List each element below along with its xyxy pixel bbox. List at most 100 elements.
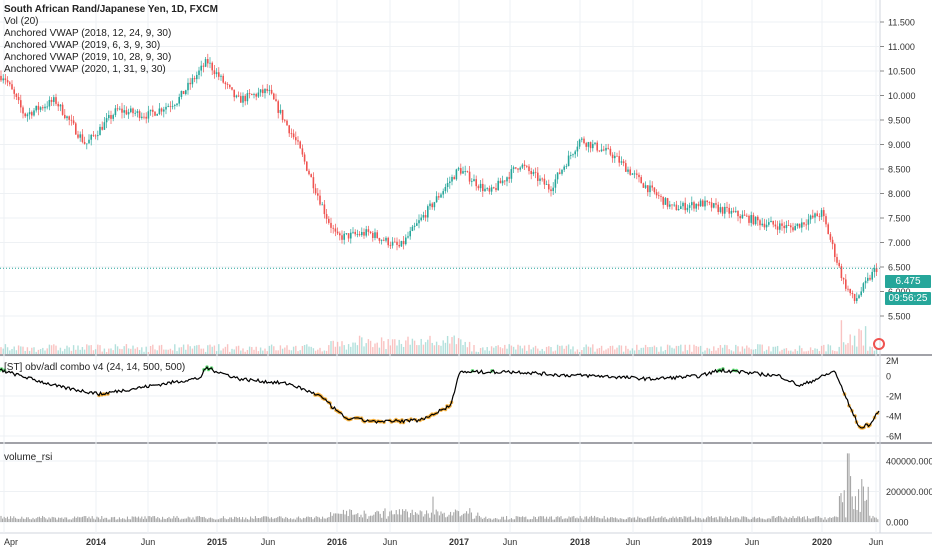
candle-body bbox=[713, 203, 715, 208]
candle-body bbox=[515, 167, 517, 169]
volume-bar bbox=[598, 347, 601, 354]
volume-bar bbox=[779, 351, 781, 354]
rsi-bar bbox=[275, 517, 277, 522]
candle-body bbox=[715, 203, 717, 205]
volume-bar bbox=[110, 348, 112, 354]
rsi-bar bbox=[840, 493, 842, 522]
volume-bar bbox=[33, 347, 35, 354]
candle-body bbox=[145, 116, 147, 119]
indicator-vwap-4[interactable]: Anchored VWAP (2020, 1, 31, 9, 30) bbox=[4, 64, 166, 75]
candle-body bbox=[631, 173, 634, 175]
rsi-bar bbox=[26, 517, 28, 522]
candle-body bbox=[103, 122, 106, 130]
volume-bar bbox=[838, 346, 840, 354]
candle-body bbox=[446, 183, 449, 187]
rsi-bar bbox=[290, 518, 292, 522]
candle-body bbox=[827, 224, 829, 235]
alert-circle-icon[interactable] bbox=[873, 338, 885, 350]
rsi-bar bbox=[418, 514, 420, 522]
rsi-bar bbox=[448, 514, 450, 522]
symbol-title[interactable]: South African Rand/Japanese Yen, 1D, FXC… bbox=[4, 4, 218, 15]
rsi-bar bbox=[707, 516, 709, 522]
volume-bar bbox=[552, 351, 554, 354]
rsi-bar bbox=[502, 516, 504, 522]
price-candles bbox=[0, 53, 878, 304]
rsi-bar bbox=[350, 510, 352, 522]
volume-bar bbox=[196, 345, 198, 354]
candle-body bbox=[347, 233, 350, 239]
candle-body bbox=[636, 173, 638, 175]
rsi-pane-label[interactable]: volume_rsi bbox=[4, 452, 53, 463]
rsi-bar bbox=[192, 517, 194, 522]
rsi-bar bbox=[539, 515, 541, 522]
volume-bar bbox=[264, 348, 266, 354]
volume-bar bbox=[449, 343, 451, 354]
obv-pane-label[interactable]: [ST] obv/adl combo v4 (24, 14, 500, 500) bbox=[4, 362, 186, 373]
volume-bar bbox=[644, 344, 647, 354]
candle-body bbox=[671, 204, 673, 206]
candle-body bbox=[119, 108, 121, 110]
volume-bar bbox=[35, 351, 37, 354]
rsi-bar bbox=[538, 516, 540, 522]
rsi-bar bbox=[483, 517, 485, 522]
rsi-bar bbox=[853, 509, 855, 522]
candle-body bbox=[556, 172, 559, 180]
rsi-bar bbox=[701, 519, 703, 522]
rsi-bar bbox=[613, 517, 615, 522]
rsi-bar bbox=[331, 515, 333, 522]
rsi-bar bbox=[123, 518, 125, 522]
rsi-bar bbox=[630, 518, 632, 522]
rsi-bar bbox=[70, 519, 72, 522]
rsi-bar bbox=[803, 516, 805, 522]
candle-body bbox=[735, 210, 737, 212]
time-tick-label: Apr bbox=[4, 537, 18, 547]
rsi-tick-label: 400000.000 bbox=[886, 457, 932, 467]
volume-bar bbox=[862, 345, 865, 354]
indicator-vwap-3[interactable]: Anchored VWAP (2019, 10, 28, 9, 30) bbox=[4, 52, 172, 63]
time-tick-label: Jun bbox=[869, 537, 884, 547]
candle-body bbox=[420, 217, 422, 221]
candle-body bbox=[583, 138, 585, 144]
volume-bar bbox=[695, 346, 697, 354]
candle-body bbox=[270, 89, 273, 94]
volume-bar bbox=[741, 346, 744, 354]
volume-bar bbox=[185, 349, 187, 354]
volume-bar bbox=[842, 342, 845, 354]
candle-body bbox=[222, 75, 224, 83]
rsi-bar bbox=[96, 516, 98, 522]
indicator-vol[interactable]: Vol (20) bbox=[4, 16, 39, 27]
candle-body bbox=[869, 277, 871, 280]
rsi-bar bbox=[410, 513, 412, 522]
volume-bar bbox=[389, 345, 392, 354]
rsi-bar bbox=[114, 516, 116, 522]
volume-bar bbox=[380, 337, 383, 354]
candle-body bbox=[765, 224, 768, 228]
volume-bar bbox=[845, 344, 847, 354]
volume-bar bbox=[774, 346, 777, 354]
candle-body bbox=[240, 96, 242, 103]
volume-bar bbox=[363, 346, 365, 354]
rsi-bar bbox=[762, 518, 764, 522]
volume-bar bbox=[567, 344, 570, 354]
rsi-bar bbox=[386, 518, 388, 522]
indicator-vwap-1[interactable]: Anchored VWAP (2018, 12, 24, 9, 30) bbox=[4, 28, 172, 39]
rsi-bar bbox=[171, 518, 173, 522]
candle-body bbox=[521, 164, 524, 168]
candle-body bbox=[829, 234, 832, 240]
candle-body bbox=[699, 200, 702, 207]
rsi-bar bbox=[162, 516, 164, 522]
indicator-vwap-2[interactable]: Anchored VWAP (2019, 6, 3, 9, 30) bbox=[4, 40, 161, 51]
rsi-bar bbox=[402, 509, 404, 522]
volume-bar bbox=[814, 348, 816, 354]
volume-bar bbox=[528, 344, 530, 354]
candle-body bbox=[92, 134, 95, 136]
candle-body bbox=[565, 166, 568, 167]
candle-body bbox=[728, 207, 730, 214]
candle-body bbox=[754, 216, 757, 225]
candle-body bbox=[112, 115, 114, 119]
volume-bar bbox=[134, 348, 136, 354]
rsi-bar bbox=[872, 515, 874, 522]
volume-bar bbox=[537, 348, 539, 354]
rsi-bar bbox=[859, 511, 861, 522]
